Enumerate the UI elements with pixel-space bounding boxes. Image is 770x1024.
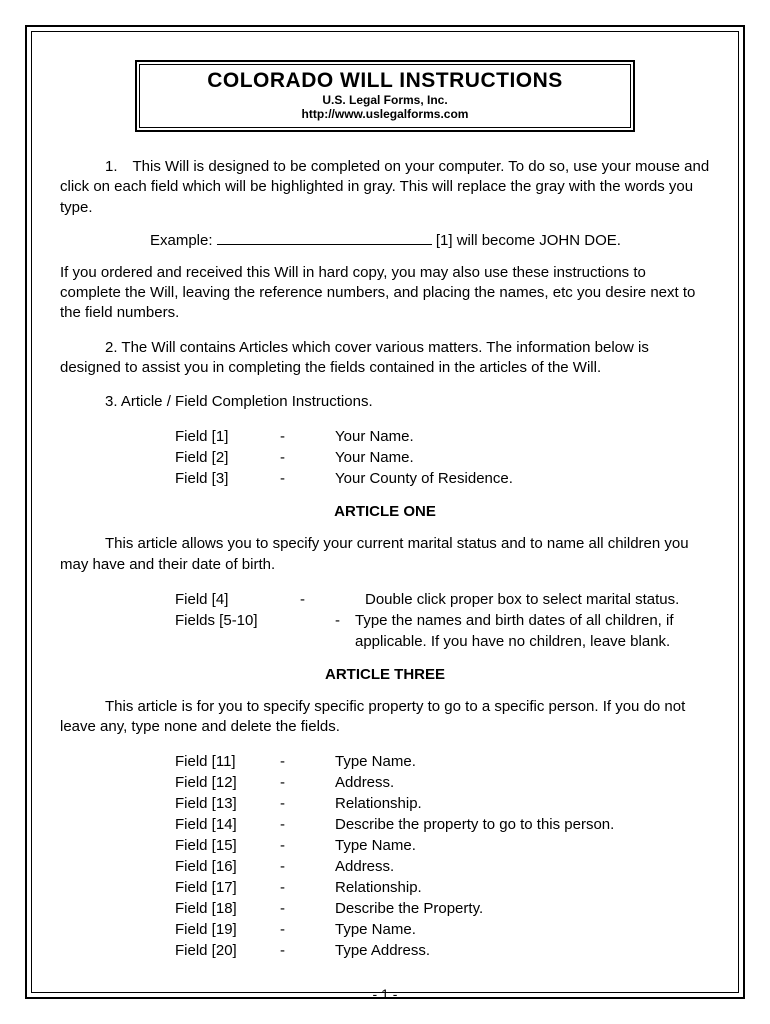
field-dash: - — [280, 751, 335, 772]
field-label: Field [12] — [175, 772, 280, 793]
table-row: Field [14] - Describe the property to go… — [175, 814, 710, 835]
field-label: Field [20] — [175, 940, 280, 961]
field-label: Field [11] — [175, 751, 280, 772]
field-dash: - — [280, 898, 335, 919]
field-dash: - — [280, 919, 335, 940]
field-desc: Your Name. — [335, 447, 710, 468]
field-dash: - — [280, 814, 335, 835]
table-row: Field [20] - Type Address. — [175, 940, 710, 961]
field-desc: Address. — [335, 772, 710, 793]
paragraph-3: 3. Article / Field Completion Instructio… — [60, 392, 710, 412]
field-label: Field [3] — [175, 468, 280, 489]
field-dash: - — [280, 793, 335, 814]
example-line: Example: [1] will become JOHN DOE. — [150, 232, 710, 249]
field-dash: - — [280, 856, 335, 877]
field-dash: - — [280, 426, 335, 447]
field-label: Field [2] — [175, 447, 280, 468]
field-label: Field [19] — [175, 919, 280, 940]
table-row: Field [16] - Address. — [175, 856, 710, 877]
document-title: COLORADO WILL INSTRUCTIONS — [146, 69, 624, 93]
header-box-inner: COLORADO WILL INSTRUCTIONS U.S. Legal Fo… — [139, 64, 631, 128]
field-desc: Type Name. — [335, 751, 710, 772]
article-three-fields: Field [11] - Type Name. Field [12] - Add… — [175, 751, 710, 961]
article-three-heading: ARTICLE THREE — [60, 666, 710, 683]
paragraph-2: 2. The Will contains Articles which cove… — [60, 338, 710, 379]
field-desc: Double click proper box to select marita… — [365, 589, 710, 610]
field-desc: Relationship. — [335, 793, 710, 814]
table-row: Field [13] - Relationship. — [175, 793, 710, 814]
field-desc: Your Name. — [335, 426, 710, 447]
field-dash: - — [300, 589, 365, 610]
field-label: Field [4] — [175, 589, 300, 610]
field-desc: Describe the Property. — [335, 898, 710, 919]
field-dash: - — [280, 447, 335, 468]
table-row: Field [3] - Your County of Residence. — [175, 468, 710, 489]
field-desc: Type Name. — [335, 919, 710, 940]
field-desc: Type the names and birth dates of all ch… — [355, 610, 710, 652]
field-label: Field [13] — [175, 793, 280, 814]
field-label: Field [15] — [175, 835, 280, 856]
table-row: Field [15] - Type Name. — [175, 835, 710, 856]
field-label: Field [14] — [175, 814, 280, 835]
field-desc: Describe the property to go to this pers… — [335, 814, 710, 835]
page-number: - 1 - — [0, 986, 770, 1002]
header-box: COLORADO WILL INSTRUCTIONS U.S. Legal Fo… — [135, 60, 635, 132]
document-content: COLORADO WILL INSTRUCTIONS U.S. Legal Fo… — [60, 60, 710, 984]
field-label: Field [18] — [175, 898, 280, 919]
field-desc: Address. — [335, 856, 710, 877]
field-label: Fields [5-10] — [175, 610, 300, 652]
field-dash: - — [280, 877, 335, 898]
table-row: Field [18] - Describe the Property. — [175, 898, 710, 919]
table-row: Fields [5-10] - Type the names and birth… — [175, 610, 710, 652]
table-row: Field [4] - Double click proper box to s… — [175, 589, 710, 610]
example-label: Example: — [150, 232, 213, 249]
field-dash: - — [280, 468, 335, 489]
article-one-heading: ARTICLE ONE — [60, 503, 710, 520]
field-label: Field [16] — [175, 856, 280, 877]
paragraph-hardcopy: If you ordered and received this Will in… — [60, 263, 710, 324]
field-label: Field [1] — [175, 426, 280, 447]
field-dash: - — [280, 772, 335, 793]
article-one-fields: Field [4] - Double click proper box to s… — [175, 589, 710, 652]
field-desc: Type Name. — [335, 835, 710, 856]
field-dash: - — [280, 835, 335, 856]
field-label: Field [17] — [175, 877, 280, 898]
paragraph-1: 1. This Will is designed to be completed… — [60, 157, 710, 218]
table-row: Field [11] - Type Name. — [175, 751, 710, 772]
field-dash: - — [280, 940, 335, 961]
table-row: Field [2] - Your Name. — [175, 447, 710, 468]
field-desc: Relationship. — [335, 877, 710, 898]
field-desc: Your County of Residence. — [335, 468, 710, 489]
document-subtitle: U.S. Legal Forms, Inc. — [146, 93, 624, 107]
table-row: Field [1] - Your Name. — [175, 426, 710, 447]
article-one-text: This article allows you to specify your … — [60, 534, 710, 575]
table-row: Field [12] - Address. — [175, 772, 710, 793]
example-suffix: [1] will become JOHN DOE. — [436, 232, 621, 249]
fields-top-table: Field [1] - Your Name. Field [2] - Your … — [175, 426, 710, 489]
field-desc: Type Address. — [335, 940, 710, 961]
example-blank — [217, 244, 432, 245]
field-dash: - — [300, 610, 355, 652]
article-three-text: This article is for you to specify speci… — [60, 697, 710, 738]
table-row: Field [19] - Type Name. — [175, 919, 710, 940]
document-url: http://www.uslegalforms.com — [146, 107, 624, 121]
table-row: Field [17] - Relationship. — [175, 877, 710, 898]
